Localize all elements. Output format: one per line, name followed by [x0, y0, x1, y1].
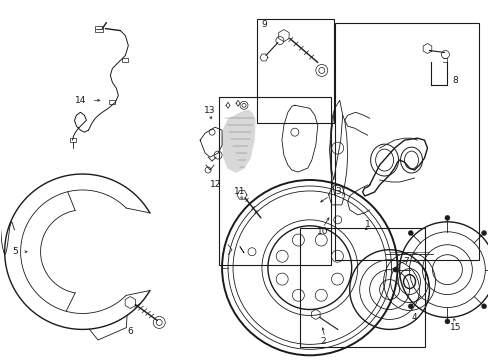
Text: 1: 1	[364, 220, 370, 229]
Text: 12: 12	[210, 180, 222, 189]
Text: 3: 3	[334, 188, 340, 197]
Bar	[95, 26, 103, 32]
Bar	[299, 228, 425, 347]
Text: 5: 5	[13, 247, 19, 256]
Circle shape	[444, 319, 449, 324]
Circle shape	[444, 215, 449, 220]
Bar	[109, 100, 115, 104]
Text: 9: 9	[261, 20, 266, 29]
Text: 6: 6	[127, 327, 133, 336]
Bar	[256, 19, 333, 123]
Text: 13: 13	[204, 106, 215, 115]
Circle shape	[407, 230, 412, 235]
Text: 15: 15	[449, 323, 460, 332]
Polygon shape	[222, 110, 254, 172]
Bar	[122, 58, 128, 62]
Text: 10: 10	[316, 227, 328, 236]
Bar	[70, 138, 76, 142]
Text: 8: 8	[451, 76, 457, 85]
Circle shape	[481, 230, 486, 235]
Bar	[219, 97, 330, 265]
Circle shape	[481, 304, 486, 309]
Circle shape	[392, 267, 397, 272]
Text: 14: 14	[75, 96, 86, 105]
Text: 4: 4	[411, 313, 416, 322]
Circle shape	[407, 304, 412, 309]
Text: 7: 7	[403, 257, 408, 266]
Text: 11: 11	[234, 188, 245, 197]
Text: 2: 2	[319, 337, 325, 346]
Bar	[334, 23, 478, 260]
